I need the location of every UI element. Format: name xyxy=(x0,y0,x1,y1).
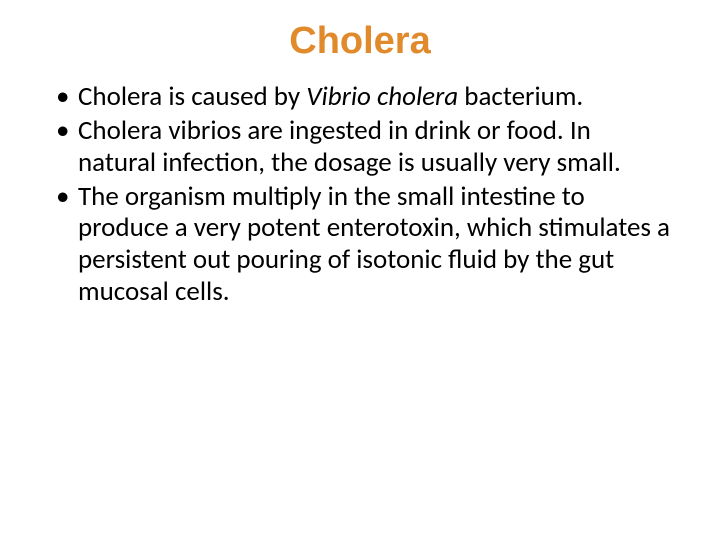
bullet-item: Cholera vibrios are ingested in drink or… xyxy=(50,115,670,179)
bullet-item: Cholera is caused by Vibrio cholera bact… xyxy=(50,81,670,113)
bullet-text: The organism multiply in the small intes… xyxy=(78,180,670,309)
bullet-text: bacterium. xyxy=(458,80,583,113)
bullet-text: Cholera vibrios are ingested in drink or… xyxy=(78,114,621,179)
bullet-item: The organism multiply in the small intes… xyxy=(50,181,670,308)
bullet-text: Vibrio cholera xyxy=(306,80,458,113)
slide-body: Cholera is caused by Vibrio cholera bact… xyxy=(50,81,670,308)
slide-title: Cholera xyxy=(50,20,670,63)
slide: Cholera Cholera is caused by Vibrio chol… xyxy=(0,0,720,540)
bullet-text: Cholera is caused by xyxy=(78,80,306,113)
